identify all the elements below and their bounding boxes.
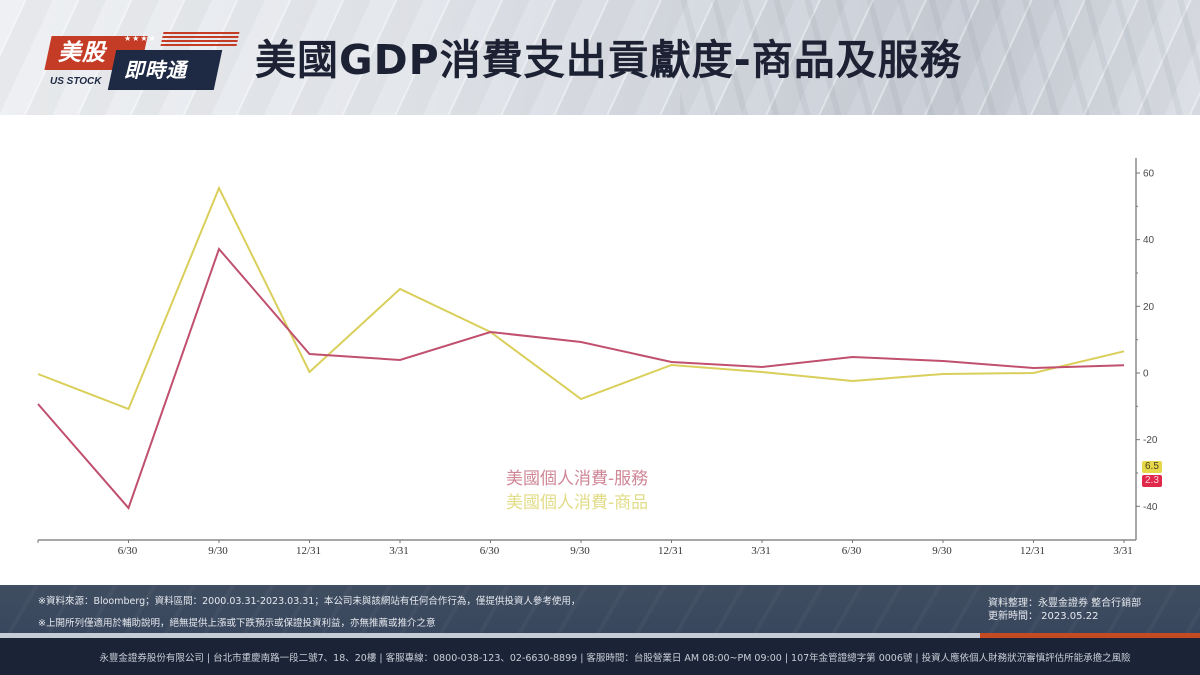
x-tick-label: 3/31 [751, 545, 771, 557]
disclaimer-panel [0, 585, 1200, 637]
goods-last-value-badge: 6.5 [1142, 461, 1162, 473]
x-tick-label: 6/30 [118, 545, 138, 557]
company-bar: 永豐金證券股份有限公司 | 台北市重慶南路一段二號7、18、20樓 | 客服專線… [0, 638, 1200, 675]
update-time: 更新時間： 2023.05.22 [988, 611, 1099, 622]
x-tick-label: 3/31 [389, 545, 409, 557]
series-line [37, 247, 1125, 510]
disclaimer-note: ※上開所列僅適用於輔助說明，絕無提供上漲或下跌預示或保證投資利益，亦無推薦或推介… [38, 618, 436, 629]
x-tick-label: 9/30 [570, 545, 590, 557]
series-line [37, 185, 1125, 411]
services-last-value-badge: 2.3 [1142, 475, 1162, 487]
divider-line [0, 633, 980, 638]
brand-logo: ★★★★ 美股 即時通 US STOCK [44, 30, 240, 94]
y-tick-label: -40 [1143, 502, 1158, 513]
chart-canvas: 60 40 20 0 -20 -40 6/30 9/30 12/31 3/31 6/30 9/30 12… [37, 158, 1158, 557]
y-tick-label: 60 [1143, 169, 1155, 180]
x-tick-label: 9/30 [932, 545, 952, 557]
x-tick-label: 9/30 [208, 545, 228, 557]
x-tick-label: 3/31 [1113, 545, 1133, 557]
page-title: 美國GDP消費支出貢獻度-商品及服務 [255, 36, 962, 84]
disclaimer-source: ※資料來源：Bloomberg；資料區間：2000.03.31-2023.03.… [38, 596, 581, 607]
compiled-by: 資料整理：永豐金證券 整合行銷部 [988, 598, 1142, 609]
flag-stripes-icon [160, 32, 240, 46]
chart-legend: 美國個人消費-服務 美國個人消費-商品 [506, 467, 648, 515]
x-tick-label: 6/30 [842, 545, 862, 557]
y-tick-label: 40 [1143, 235, 1155, 246]
x-tick-label: 12/31 [1020, 545, 1045, 557]
y-tick-label: -20 [1143, 435, 1158, 446]
logo-bottom-text: 即時通 [124, 58, 187, 82]
y-tick-label: 0 [1143, 369, 1149, 380]
footer: ※資料來源：Bloomberg；資料區間：2000.03.31-2023.03.… [0, 585, 1200, 675]
accent-bar [980, 633, 1200, 638]
x-tick-label: 6/30 [480, 545, 500, 557]
logo-top-text: 美股 [58, 39, 106, 66]
legend-item-goods: 美國個人消費-商品 [506, 493, 649, 513]
company-info: 永豐金證券股份有限公司 | 台北市重慶南路一段二號7、18、20樓 | 客服專線… [99, 653, 1131, 664]
header-banner: ★★★★ 美股 即時通 US STOCK 美國GDP消費支出貢獻度-商品及服務 [0, 0, 1200, 115]
x-tick-label: 12/31 [658, 545, 683, 557]
logo-sub-text: US STOCK [50, 76, 102, 87]
line-chart: 60 40 20 0 -20 -40 6/30 9/30 12/31 3/31 6/30 9/30 12… [0, 115, 1200, 560]
x-tick-label: 12/31 [296, 545, 321, 557]
stars-icon: ★★★★ [124, 34, 157, 43]
y-tick-label: 20 [1143, 302, 1155, 313]
legend-item-services: 美國個人消費-服務 [506, 469, 649, 489]
